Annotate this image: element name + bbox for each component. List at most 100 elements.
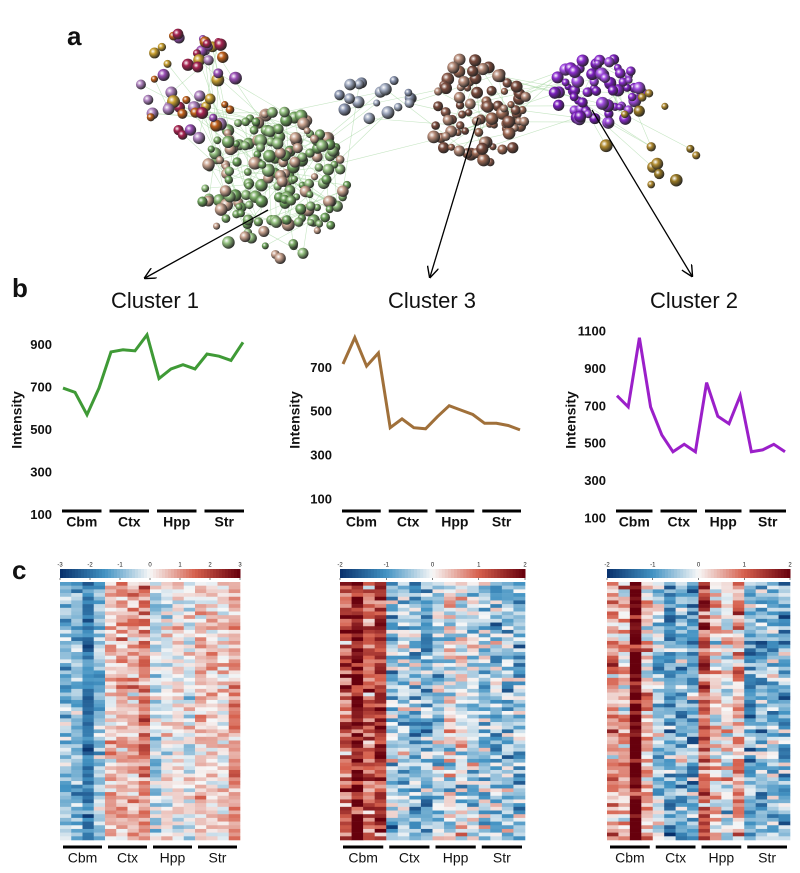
heatmap-cell: [116, 670, 128, 675]
heatmap-cell: [172, 814, 185, 819]
heatmap-cell: [732, 744, 745, 749]
heatmap-cell: [467, 659, 480, 664]
heatmap-cell: [767, 821, 779, 826]
heatmap-cell: [607, 589, 619, 594]
network-node: [157, 68, 170, 82]
heatmap-cell: [652, 648, 665, 653]
heatmap-cell: [455, 677, 468, 682]
heatmap-cell: [351, 722, 364, 727]
heatmap-cell: [340, 792, 352, 797]
network-node: [431, 121, 440, 130]
heatmap-cell: [698, 600, 711, 605]
network-node: [201, 184, 210, 193]
heatmap-cell: [409, 699, 422, 704]
heatmap-cell: [732, 589, 745, 594]
heatmap-cell: [467, 622, 480, 627]
heatmap-cell: [501, 729, 514, 734]
heatmap-cell: [778, 781, 791, 786]
heatmap-cell: [206, 681, 218, 686]
heatmap-cell: [607, 806, 619, 811]
heatmap-cell: [607, 607, 619, 612]
heatmap-cell: [386, 773, 399, 778]
heatmap-cell: [172, 604, 185, 609]
heatmap-cell: [755, 648, 768, 653]
heatmap-cell: [351, 740, 364, 745]
heatmap-cell: [150, 814, 162, 819]
heatmap-cell: [397, 814, 410, 819]
heatmap-cell: [206, 711, 218, 715]
heatmap-cell: [641, 607, 654, 612]
heatmap-cell: [490, 626, 503, 631]
heatmap-cell: [161, 736, 173, 741]
heatmap-cell: [138, 589, 151, 594]
heatmap-cell: [82, 740, 95, 745]
heatmap-cell: [397, 744, 410, 749]
heatmap-cell: [217, 777, 230, 782]
network-node: [232, 140, 240, 148]
heatmap-cell: [363, 674, 375, 679]
heatmap-cell: [664, 795, 676, 800]
heatmap-cell: [618, 685, 631, 690]
heatmap-cell: [351, 633, 364, 638]
heatmap-cell: [501, 585, 514, 590]
heatmap-cell: [455, 674, 468, 679]
heatmap-cell: [363, 795, 375, 800]
heatmap-cell: [340, 758, 352, 763]
heatmap-cell: [455, 832, 468, 837]
heatmap-cell: [778, 600, 791, 605]
heatmap-cell: [71, 640, 83, 645]
heatmap-cell: [664, 784, 676, 789]
heatmap-cell: [607, 637, 619, 642]
heatmap-cell: [432, 674, 445, 679]
heatmap-cell: [641, 766, 654, 771]
heatmap-cell: [172, 714, 185, 719]
heatmap-cell: [478, 685, 491, 690]
heatmap-cell: [127, 736, 140, 741]
heatmap-cell: [351, 766, 364, 771]
heatmap-cell: [664, 615, 676, 620]
heatmap-cell: [116, 611, 128, 616]
heatmap-cell: [105, 637, 117, 642]
heatmap-cell: [116, 714, 128, 719]
heatmap-cell: [767, 769, 779, 774]
heatmap-cell: [778, 766, 791, 771]
heatmap-cell: [351, 781, 364, 786]
colorbar-cell: [63, 569, 67, 578]
heatmap-cell: [206, 596, 218, 601]
heatmap-cell: [105, 707, 117, 712]
heatmap-cell: [105, 615, 117, 620]
heatmap-cell: [629, 810, 642, 815]
network-node: [614, 67, 626, 79]
heatmap-cell: [127, 799, 140, 804]
heatmap-cell: [71, 733, 83, 738]
heatmap-cell: [60, 666, 72, 671]
heatmap-cell: [409, 596, 422, 601]
heatmap-cell: [721, 692, 734, 697]
heatmap-cell: [127, 781, 140, 786]
heatmap-cell: [513, 707, 526, 712]
heatmap-cell: [60, 604, 72, 609]
heatmap-cell: [455, 611, 468, 616]
heatmap-cell: [60, 814, 72, 819]
data-line: [62, 331, 245, 419]
network-node: [337, 185, 349, 197]
heatmap-cell: [618, 792, 631, 797]
heatmap-cell: [420, 593, 433, 598]
y-tick-label: 700: [30, 380, 52, 395]
heatmap-cell: [652, 781, 665, 786]
heatmap-cell: [183, 747, 196, 752]
heatmap-cell: [755, 806, 768, 811]
heatmap-cell: [93, 762, 106, 767]
heatmap-cell: [687, 692, 699, 697]
heatmap-cell: [444, 762, 456, 767]
colorbar-cell: [512, 569, 517, 578]
heatmap-cell: [513, 655, 526, 660]
heatmap-cell: [607, 681, 619, 686]
network-node: [404, 88, 413, 97]
heatmap-cell: [767, 640, 779, 645]
heatmap-cell: [432, 681, 445, 686]
heatmap-cell: [82, 615, 95, 620]
heatmap-cell: [664, 677, 676, 682]
heatmap-cell: [467, 670, 480, 675]
heatmap-cell: [767, 677, 779, 682]
